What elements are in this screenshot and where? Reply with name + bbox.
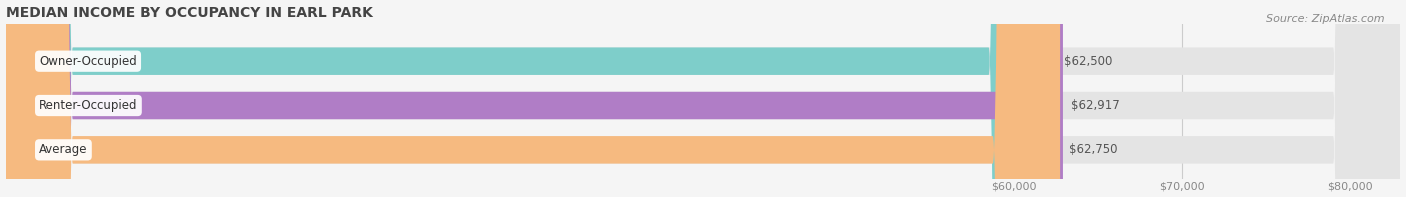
FancyBboxPatch shape: [6, 0, 1056, 197]
FancyBboxPatch shape: [6, 0, 1063, 197]
Text: Owner-Occupied: Owner-Occupied: [39, 55, 136, 68]
Text: $62,750: $62,750: [1069, 143, 1116, 156]
Text: Source: ZipAtlas.com: Source: ZipAtlas.com: [1267, 14, 1385, 24]
Text: $62,917: $62,917: [1071, 99, 1121, 112]
FancyBboxPatch shape: [6, 0, 1400, 197]
FancyBboxPatch shape: [6, 0, 1400, 197]
FancyBboxPatch shape: [6, 0, 1060, 197]
Text: Average: Average: [39, 143, 87, 156]
Text: MEDIAN INCOME BY OCCUPANCY IN EARL PARK: MEDIAN INCOME BY OCCUPANCY IN EARL PARK: [6, 6, 373, 20]
FancyBboxPatch shape: [6, 0, 1400, 197]
Text: Renter-Occupied: Renter-Occupied: [39, 99, 138, 112]
Text: $62,500: $62,500: [1064, 55, 1112, 68]
